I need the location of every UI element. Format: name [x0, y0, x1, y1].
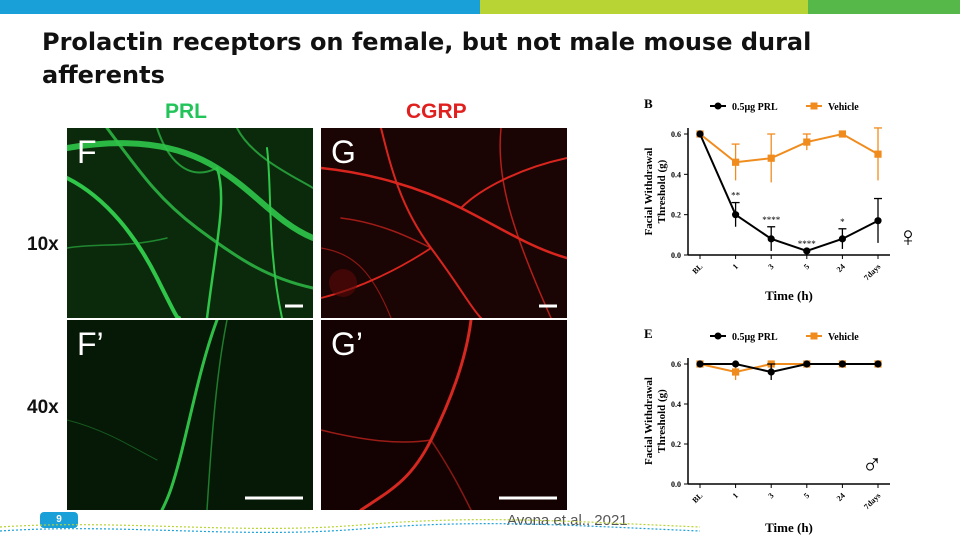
data-point-prl [767, 235, 775, 243]
cgrp-column-label: CGRP [406, 100, 467, 123]
y-tick-label: 0.0 [671, 480, 681, 489]
y-tick-label: 0.4 [671, 400, 681, 409]
legend-label-prl: 0.5μg PRL [732, 332, 778, 343]
data-point-prl [838, 360, 846, 368]
micrograph-cgrp-40x: G’ [321, 320, 567, 510]
x-tick-label: 3 [766, 262, 775, 271]
micrograph-cgrp-10x: G [321, 128, 567, 318]
legend-label-prl: 0.5μg PRL [732, 102, 778, 113]
y-tick-label: 0.2 [671, 440, 681, 449]
data-point-vehicle [732, 368, 740, 376]
micrograph-prl-10x: F [67, 128, 313, 318]
x-axis-title: Time (h) [765, 520, 813, 535]
page-number: 9 [40, 512, 78, 528]
x-tick-label: 7days [862, 491, 882, 511]
y-axis-title-line2: Threshold (g) [656, 389, 668, 453]
legend-marker-vehicle [810, 102, 818, 110]
row-label-10x: 10x [27, 234, 59, 255]
sex-symbol: ♂ [862, 450, 883, 481]
chart-female: B 0.5μg PRL Vehicle 0.0 0.2 0.4 0.6 BL 1 3 5 24 7day… [643, 96, 919, 303]
data-point-prl [803, 247, 811, 255]
x-tick-label: 5 [802, 262, 811, 271]
y-axis-title-line1: Facial Withdrawal [643, 148, 655, 236]
sex-symbol: ♀ [898, 222, 919, 253]
top-bar-green [808, 0, 960, 14]
y-axis-title-line1: Facial Withdrawal [643, 377, 655, 465]
data-point-prl [874, 217, 882, 225]
y-tick-label: 0.6 [671, 360, 681, 369]
significance-mark: **** [798, 239, 817, 249]
slide-title: Prolactin receptors on female, but not m… [42, 28, 812, 89]
y-axis-title-line2: Threshold (g) [656, 159, 668, 223]
panel-label-f: F [77, 134, 97, 170]
top-color-bar [0, 0, 960, 14]
panel-label-g: G [331, 134, 356, 170]
x-tick-label: 24 [835, 491, 847, 503]
x-tick-label: 3 [766, 491, 775, 500]
data-point-prl [874, 360, 882, 368]
data-point-prl [803, 360, 811, 368]
panel-label-f-prime: F’ [77, 326, 104, 362]
x-tick-label: 7days [862, 262, 882, 282]
y-tick-label: 0.0 [671, 251, 681, 260]
x-tick-label: 1 [731, 491, 740, 500]
legend-label-vehicle: Vehicle [828, 332, 859, 343]
data-point-vehicle [803, 138, 811, 146]
panel-letter: B [644, 96, 653, 111]
x-axis-title: Time (h) [765, 288, 813, 303]
top-bar-lime [480, 0, 808, 14]
data-point-vehicle [767, 154, 775, 162]
chart-male: E 0.5μg PRL Vehicle 0.0 0.2 0.4 0.6 BL 1 3 5 24 7day… [643, 326, 890, 535]
series-line-prl [700, 363, 878, 374]
panel-label-g-prime: G’ [331, 326, 363, 362]
series-line-vehicle [699, 132, 879, 164]
x-tick-label: BL [691, 491, 705, 505]
legend-marker-prl [714, 102, 722, 110]
data-point-prl [838, 235, 846, 243]
row-label-40x: 40x [27, 397, 59, 418]
micrograph-prl-40x: F’ [67, 320, 313, 510]
significance-mark: ** [731, 191, 741, 201]
y-tick-label: 0.2 [671, 211, 681, 220]
significance-mark: * [840, 217, 845, 227]
data-point-prl [696, 130, 704, 138]
series-line-prl [699, 133, 879, 253]
data-point-vehicle [838, 130, 846, 138]
legend-marker-vehicle [810, 332, 818, 340]
data-point-prl [767, 368, 775, 376]
legend-label-vehicle: Vehicle [828, 102, 859, 113]
y-tick-label: 0.6 [671, 130, 681, 139]
significance-mark: **** [762, 215, 781, 225]
data-point-prl [696, 360, 704, 368]
x-tick-label: 1 [731, 262, 740, 271]
data-point-prl [732, 211, 740, 219]
top-bar-blue [0, 0, 480, 14]
prl-column-label: PRL [165, 100, 207, 123]
footer-wave-decoration [0, 519, 700, 534]
legend-marker-prl [714, 332, 722, 340]
x-tick-label: 24 [835, 262, 847, 274]
x-tick-label: 5 [802, 491, 811, 500]
data-point-prl [732, 360, 740, 368]
x-tick-label: BL [691, 262, 705, 276]
data-point-vehicle [732, 158, 740, 166]
panel-letter: E [644, 326, 653, 341]
y-tick-label: 0.4 [671, 170, 681, 179]
data-point-vehicle [874, 150, 882, 158]
